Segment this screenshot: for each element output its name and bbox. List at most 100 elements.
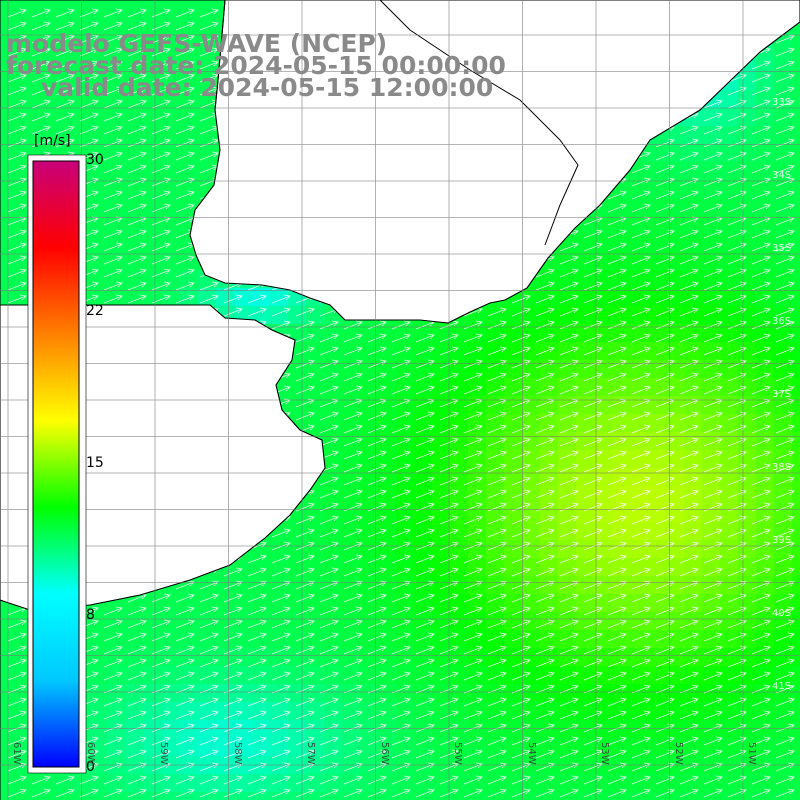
wind-arrow bbox=[703, 294, 723, 304]
field-cell bbox=[720, 252, 738, 270]
field-cell bbox=[792, 108, 800, 126]
field-cell bbox=[648, 468, 666, 486]
wind-arrow bbox=[607, 346, 627, 356]
field-cell bbox=[180, 684, 198, 702]
field-cell bbox=[90, 144, 108, 162]
wind-arrow bbox=[55, 125, 75, 135]
wind-arrow bbox=[655, 333, 675, 343]
wind-arrow bbox=[751, 567, 771, 577]
field-cell bbox=[90, 684, 108, 702]
wind-arrow bbox=[391, 463, 411, 473]
wind-arrow bbox=[679, 203, 699, 213]
wind-arrow bbox=[343, 697, 363, 707]
field-cell bbox=[774, 270, 792, 288]
field-cell bbox=[756, 414, 774, 432]
field-cell bbox=[72, 18, 90, 36]
wind-arrow bbox=[175, 710, 195, 720]
wind-arrow bbox=[511, 554, 531, 564]
field-cell bbox=[126, 288, 144, 306]
wind-arrow bbox=[511, 528, 531, 538]
field-cell bbox=[612, 450, 630, 468]
wind-arrow bbox=[295, 515, 315, 525]
field-cell bbox=[180, 630, 198, 648]
wind-arrow bbox=[295, 606, 315, 616]
wind-arrow bbox=[679, 255, 699, 265]
wind-arrow bbox=[535, 385, 555, 395]
wind-arrow bbox=[319, 593, 339, 603]
field-cell bbox=[162, 54, 180, 72]
field-cell bbox=[144, 126, 162, 144]
field-cell bbox=[126, 594, 144, 612]
wind-arrow bbox=[271, 775, 291, 785]
field-cell bbox=[540, 612, 558, 630]
field-cell bbox=[450, 378, 468, 396]
wind-arrow bbox=[391, 736, 411, 746]
field-cell bbox=[468, 378, 486, 396]
wind-arrow bbox=[583, 567, 603, 577]
field-cell bbox=[630, 630, 648, 648]
lon-label: 56W bbox=[378, 742, 390, 765]
field-cell bbox=[702, 306, 720, 324]
field-cell bbox=[738, 180, 756, 198]
wind-arrow bbox=[103, 229, 123, 239]
field-cell bbox=[288, 522, 306, 540]
field-cell bbox=[792, 216, 800, 234]
field-cell bbox=[684, 648, 702, 666]
wind-arrow bbox=[703, 606, 723, 616]
field-cell bbox=[630, 378, 648, 396]
wind-arrow bbox=[631, 437, 651, 447]
field-cell bbox=[306, 720, 324, 738]
wind-arrow bbox=[343, 580, 363, 590]
wind-arrow bbox=[775, 593, 795, 603]
field-cell bbox=[108, 684, 126, 702]
wind-arrow bbox=[751, 151, 771, 161]
wind-arrow bbox=[271, 528, 291, 538]
field-cell bbox=[612, 720, 630, 738]
field-cell bbox=[270, 648, 288, 666]
field-cell bbox=[504, 504, 522, 522]
field-cell bbox=[0, 702, 18, 720]
field-cell bbox=[126, 198, 144, 216]
field-cell bbox=[720, 630, 738, 648]
wind-arrow bbox=[415, 606, 435, 616]
wind-arrow bbox=[583, 671, 603, 681]
field-cell bbox=[360, 594, 378, 612]
wind-arrow bbox=[55, 86, 75, 96]
field-cell bbox=[180, 252, 198, 270]
field-cell bbox=[432, 540, 450, 558]
wind-arrow bbox=[559, 437, 579, 447]
field-cell bbox=[540, 720, 558, 738]
field-cell bbox=[774, 540, 792, 558]
wind-arrow bbox=[127, 86, 147, 96]
wind-arrow bbox=[199, 749, 219, 759]
field-cell bbox=[0, 630, 18, 648]
field-cell bbox=[792, 378, 800, 396]
wind-arrow bbox=[367, 424, 387, 434]
wind-arrow bbox=[511, 372, 531, 382]
field-cell bbox=[180, 162, 198, 180]
wind-arrow bbox=[463, 372, 483, 382]
wind-arrow bbox=[775, 710, 795, 720]
wind-arrow bbox=[679, 476, 699, 486]
field-cell bbox=[666, 414, 684, 432]
field-cell bbox=[234, 558, 252, 576]
wind-arrow bbox=[343, 463, 363, 473]
wind-arrow bbox=[511, 489, 531, 499]
field-cell bbox=[504, 594, 522, 612]
wind-arrow bbox=[703, 281, 723, 291]
field-cell bbox=[270, 306, 288, 324]
field-cell bbox=[36, 108, 54, 126]
field-cell bbox=[72, 792, 90, 800]
wind-arrow bbox=[7, 645, 27, 655]
field-cell bbox=[558, 774, 576, 792]
field-cell bbox=[216, 774, 234, 792]
wind-arrow bbox=[175, 671, 195, 681]
wind-arrow bbox=[751, 606, 771, 616]
wind-arrow bbox=[295, 671, 315, 681]
field-cell bbox=[612, 288, 630, 306]
wind-arrow bbox=[775, 73, 795, 83]
wind-arrow bbox=[7, 125, 27, 135]
field-cell bbox=[144, 180, 162, 198]
wind-arrow bbox=[607, 775, 627, 785]
wind-arrow bbox=[7, 632, 27, 642]
